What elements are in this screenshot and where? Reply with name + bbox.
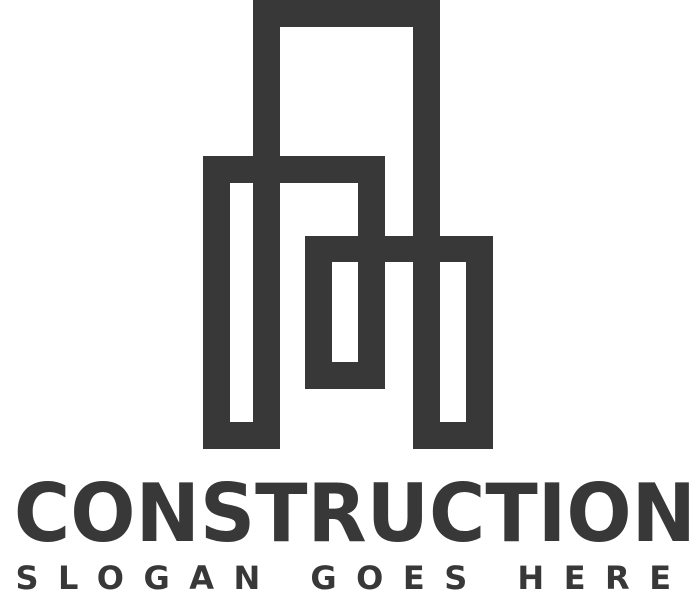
building-outline-icon	[203, 0, 493, 449]
brand-name: CONSTRUCTION	[13, 467, 696, 560]
slogan: SLOGAN GOES HERE	[15, 559, 691, 597]
right-tower-outline	[385, 236, 493, 449]
left-tower-outline	[203, 156, 385, 449]
middle-block-outline	[305, 236, 385, 389]
tall-tower-outline	[253, 0, 440, 262]
